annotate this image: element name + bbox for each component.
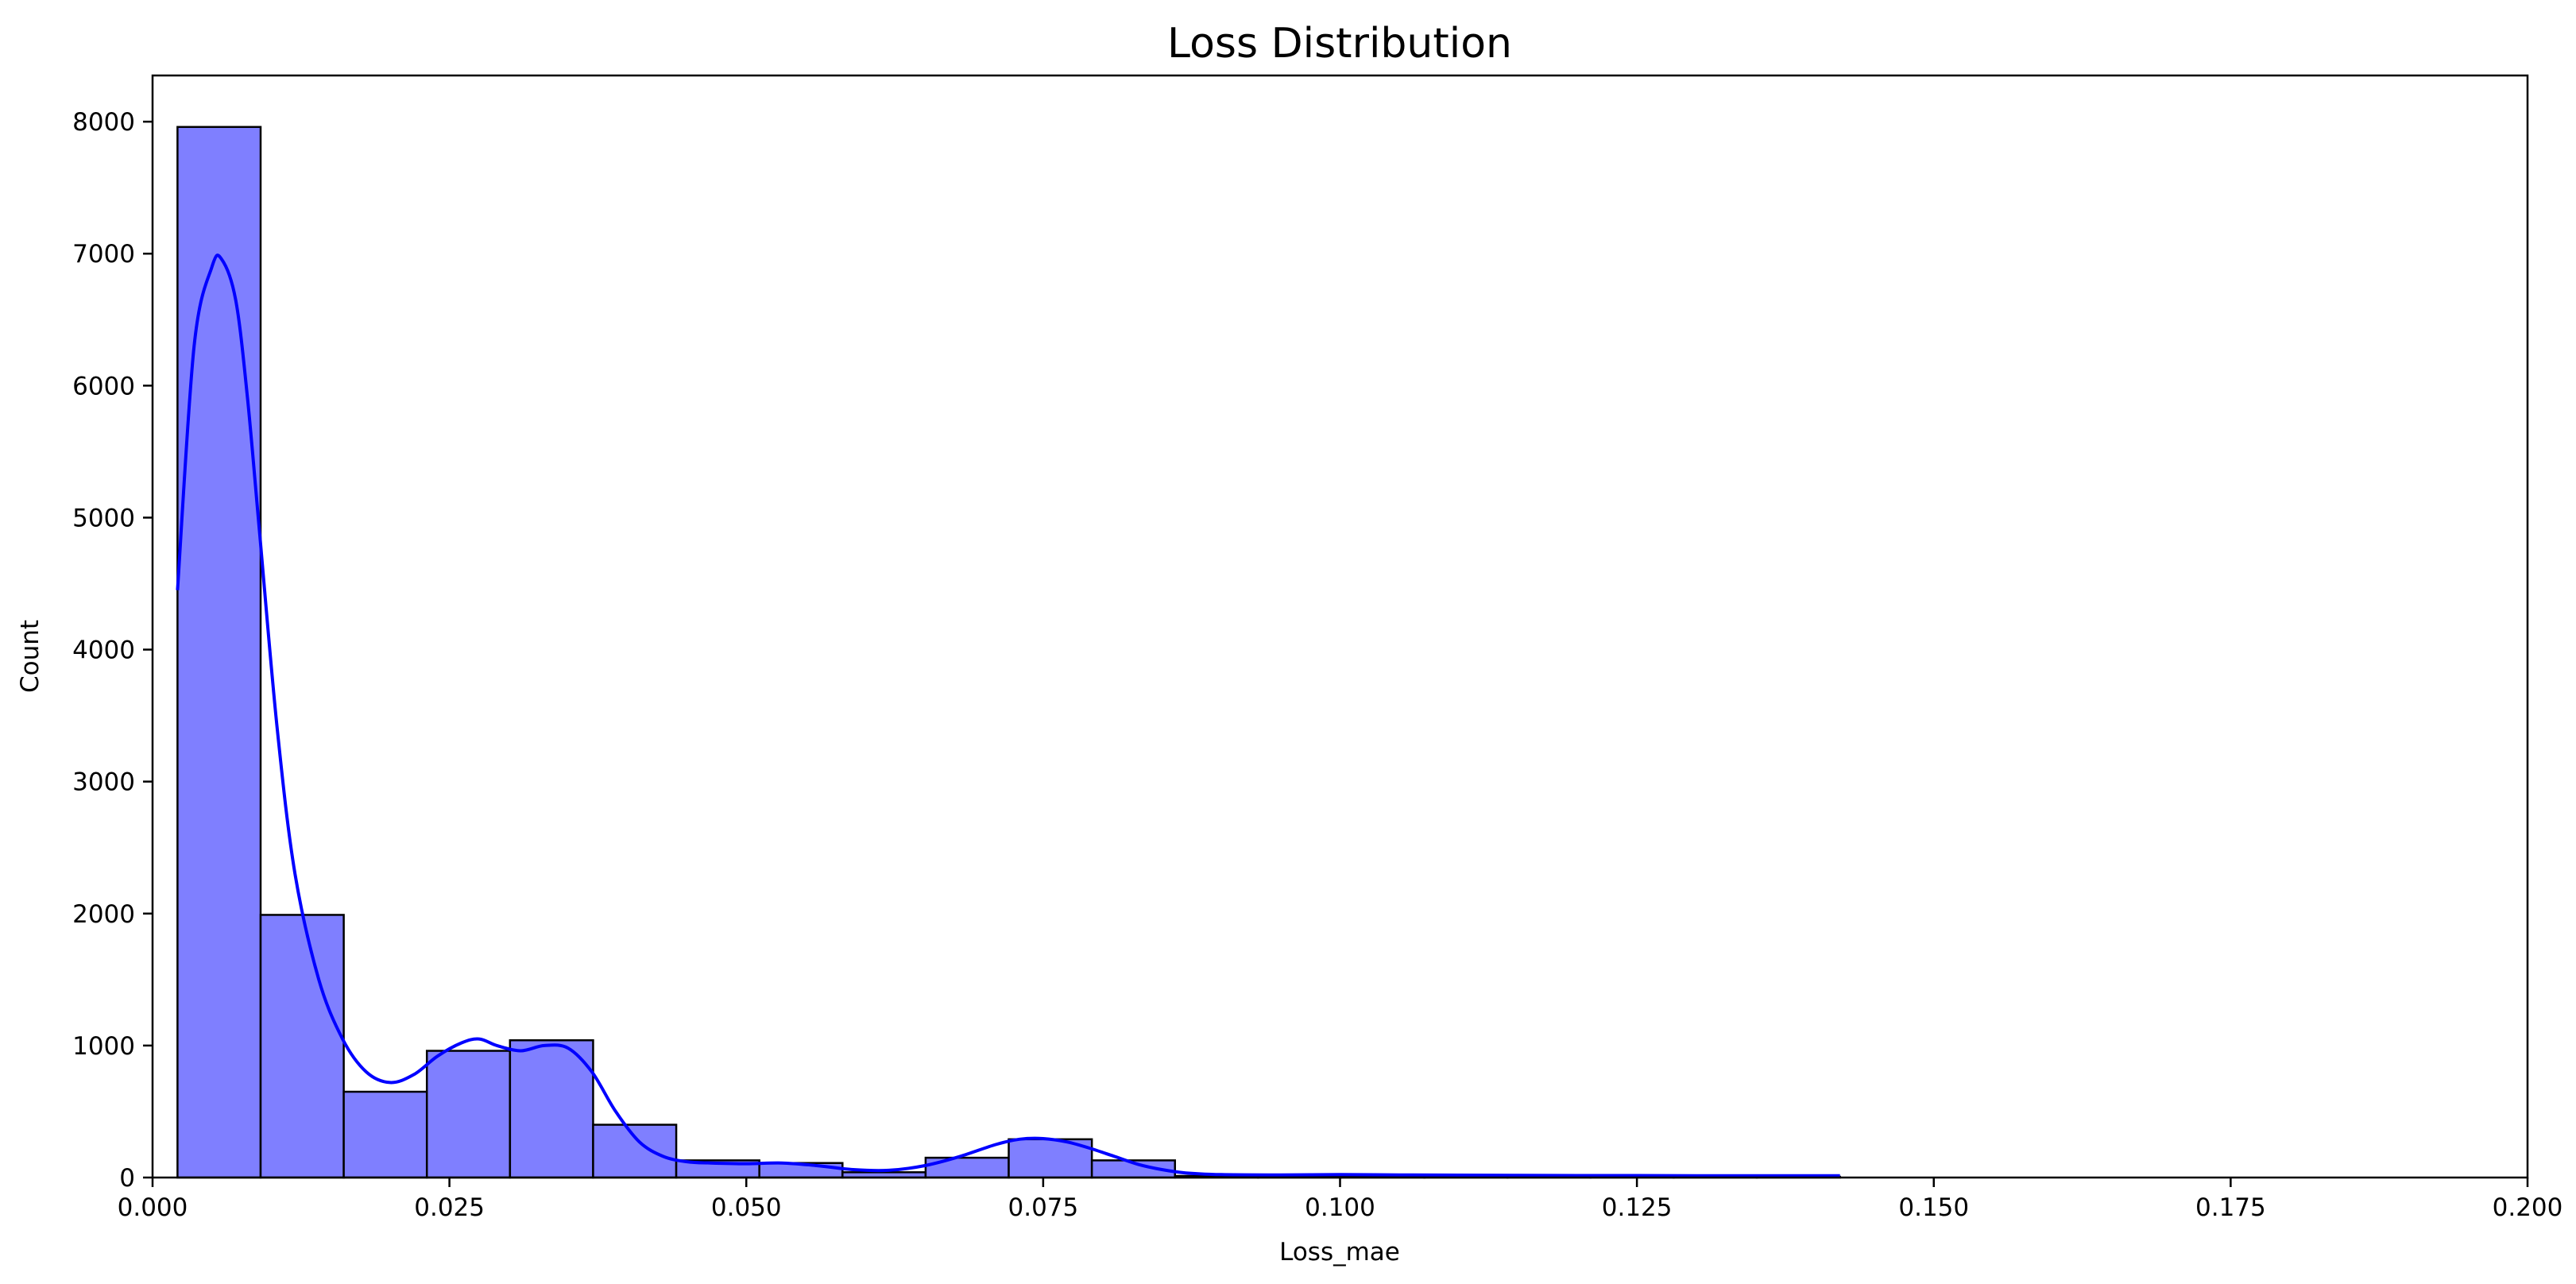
x-tick-label: 0.125 [1602,1193,1673,1222]
x-tick-label: 0.150 [1898,1193,1969,1222]
x-axis-ticks: 0.000 0.025 0.050 0.075 0.100 0.125 0.150 0.175… [118,1178,2563,1222]
y-tick-label: 7000 [72,240,135,269]
kde-curve [176,253,1840,1178]
x-tick-label: 0.075 [1008,1193,1079,1222]
bars-layer [176,126,1841,1179]
histogram-bar [425,1050,512,1179]
x-tick-label: 0.000 [118,1193,188,1222]
x-tick-label: 0.200 [2493,1193,2563,1222]
y-tick-label: 2000 [72,900,135,929]
x-tick-label: 0.100 [1305,1193,1375,1222]
x-axis-label: Loss_mae [1279,1238,1400,1267]
y-tick-label: 1000 [72,1032,135,1061]
x-tick-label: 0.050 [711,1193,782,1222]
x-tick-label: 0.175 [2195,1193,2266,1222]
y-axis-label: Count [16,620,44,693]
y-tick-label: 8000 [72,108,135,137]
histogram-bar [592,1124,678,1179]
histogram-bar [509,1038,594,1179]
histogram-bar [259,914,345,1179]
kde-layer [176,253,1840,1178]
y-tick-label: 0 [119,1164,135,1193]
histogram-bar [924,1156,1010,1179]
y-tick-label: 5000 [72,504,135,532]
y-tick-label: 3000 [72,768,135,797]
histogram-bar [176,126,262,1179]
x-tick-label: 0.025 [414,1193,485,1222]
chart-title: Loss Distribution [1167,20,1512,68]
histogram-bar [342,1090,428,1179]
y-axis-ticks: 0 1000 2000 3000 4000 5000 6000 7000 8000 [72,108,153,1193]
plot-area-frame [151,74,2529,1179]
y-tick-label: 6000 [72,372,135,400]
y-tick-label: 4000 [72,636,135,665]
